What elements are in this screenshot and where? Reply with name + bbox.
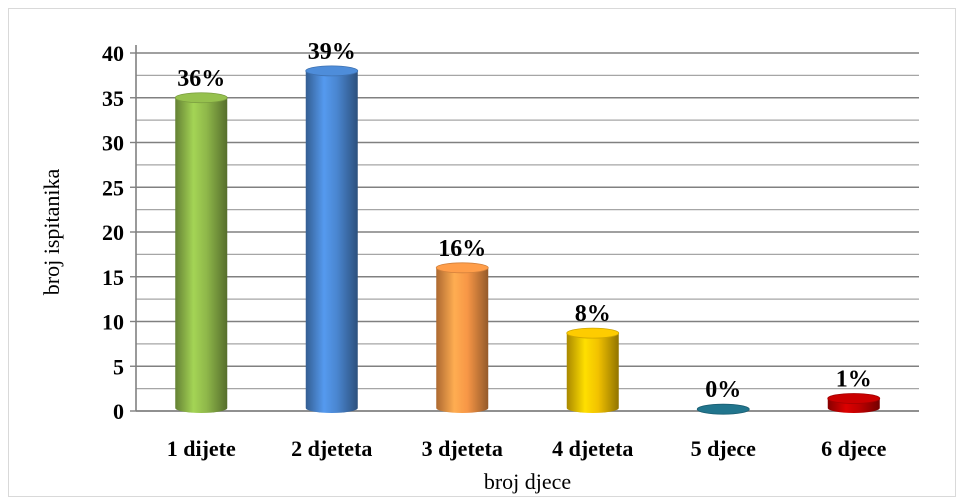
bar-top — [566, 327, 620, 339]
category-label: 6 djece — [821, 436, 887, 461]
y-tick-label: 30 — [102, 131, 124, 156]
x-axis-title: broj djece — [484, 469, 571, 494]
category-label: 1 dijete — [167, 436, 236, 461]
y-tick-label: 25 — [102, 175, 124, 200]
data-label: 8% — [575, 301, 611, 327]
category-label: 3 djeteta — [422, 436, 503, 461]
y-tick-label: 15 — [102, 265, 124, 290]
y-tick-label: 10 — [102, 310, 124, 335]
data-label: 16% — [438, 236, 486, 262]
y-tick-label: 20 — [102, 220, 124, 245]
bar-top — [827, 393, 881, 404]
bar-6-djece — [827, 393, 881, 413]
y-tick-label: 0 — [113, 399, 124, 424]
bar-body — [566, 333, 619, 413]
bar-2-djeteta — [305, 65, 359, 414]
data-labels: 36% 39% 16% 8% 0% 1% — [177, 39, 872, 403]
y-tick-label: 40 — [102, 41, 124, 66]
category-label: 5 djece — [691, 436, 757, 461]
category-label: 2 djeteta — [291, 436, 372, 461]
data-label: 0% — [705, 377, 741, 403]
bar-top — [174, 92, 228, 104]
data-label: 36% — [177, 66, 225, 92]
bar-1-dijete — [174, 92, 228, 413]
bar-3-djeteta — [435, 262, 489, 413]
y-axis-title: broj ispitanika — [39, 169, 64, 296]
y-tick-labels: 0 5 10 15 20 25 30 35 40 — [102, 41, 124, 424]
bar-top — [696, 403, 750, 415]
data-label: 1% — [836, 366, 872, 392]
y-tick-label: 5 — [113, 354, 124, 379]
bars — [174, 65, 881, 415]
bar-body — [436, 267, 489, 413]
bar-body — [305, 70, 358, 414]
bar-chart: 0 5 10 15 20 25 30 35 40 36% 39% 16% 8% 0% 1% 1 dijet… — [39, 39, 919, 494]
bar-top — [305, 65, 359, 77]
gridlines — [136, 52, 919, 412]
data-label: 39% — [308, 39, 356, 65]
bar-top — [435, 262, 489, 274]
y-tick-label: 35 — [102, 86, 124, 111]
bar-body — [175, 97, 228, 413]
axes — [130, 45, 919, 412]
bar-4-djeteta — [566, 327, 620, 413]
category-labels: 1 dijete 2 djeteta 3 djeteta 4 djeteta 5 dje… — [167, 436, 887, 461]
chart-frame: 0 5 10 15 20 25 30 35 40 36% 39% 16% 8% 0% 1% 1 dijet… — [8, 8, 956, 497]
category-label: 4 djeteta — [552, 436, 633, 461]
bar-5-djece — [696, 403, 750, 415]
